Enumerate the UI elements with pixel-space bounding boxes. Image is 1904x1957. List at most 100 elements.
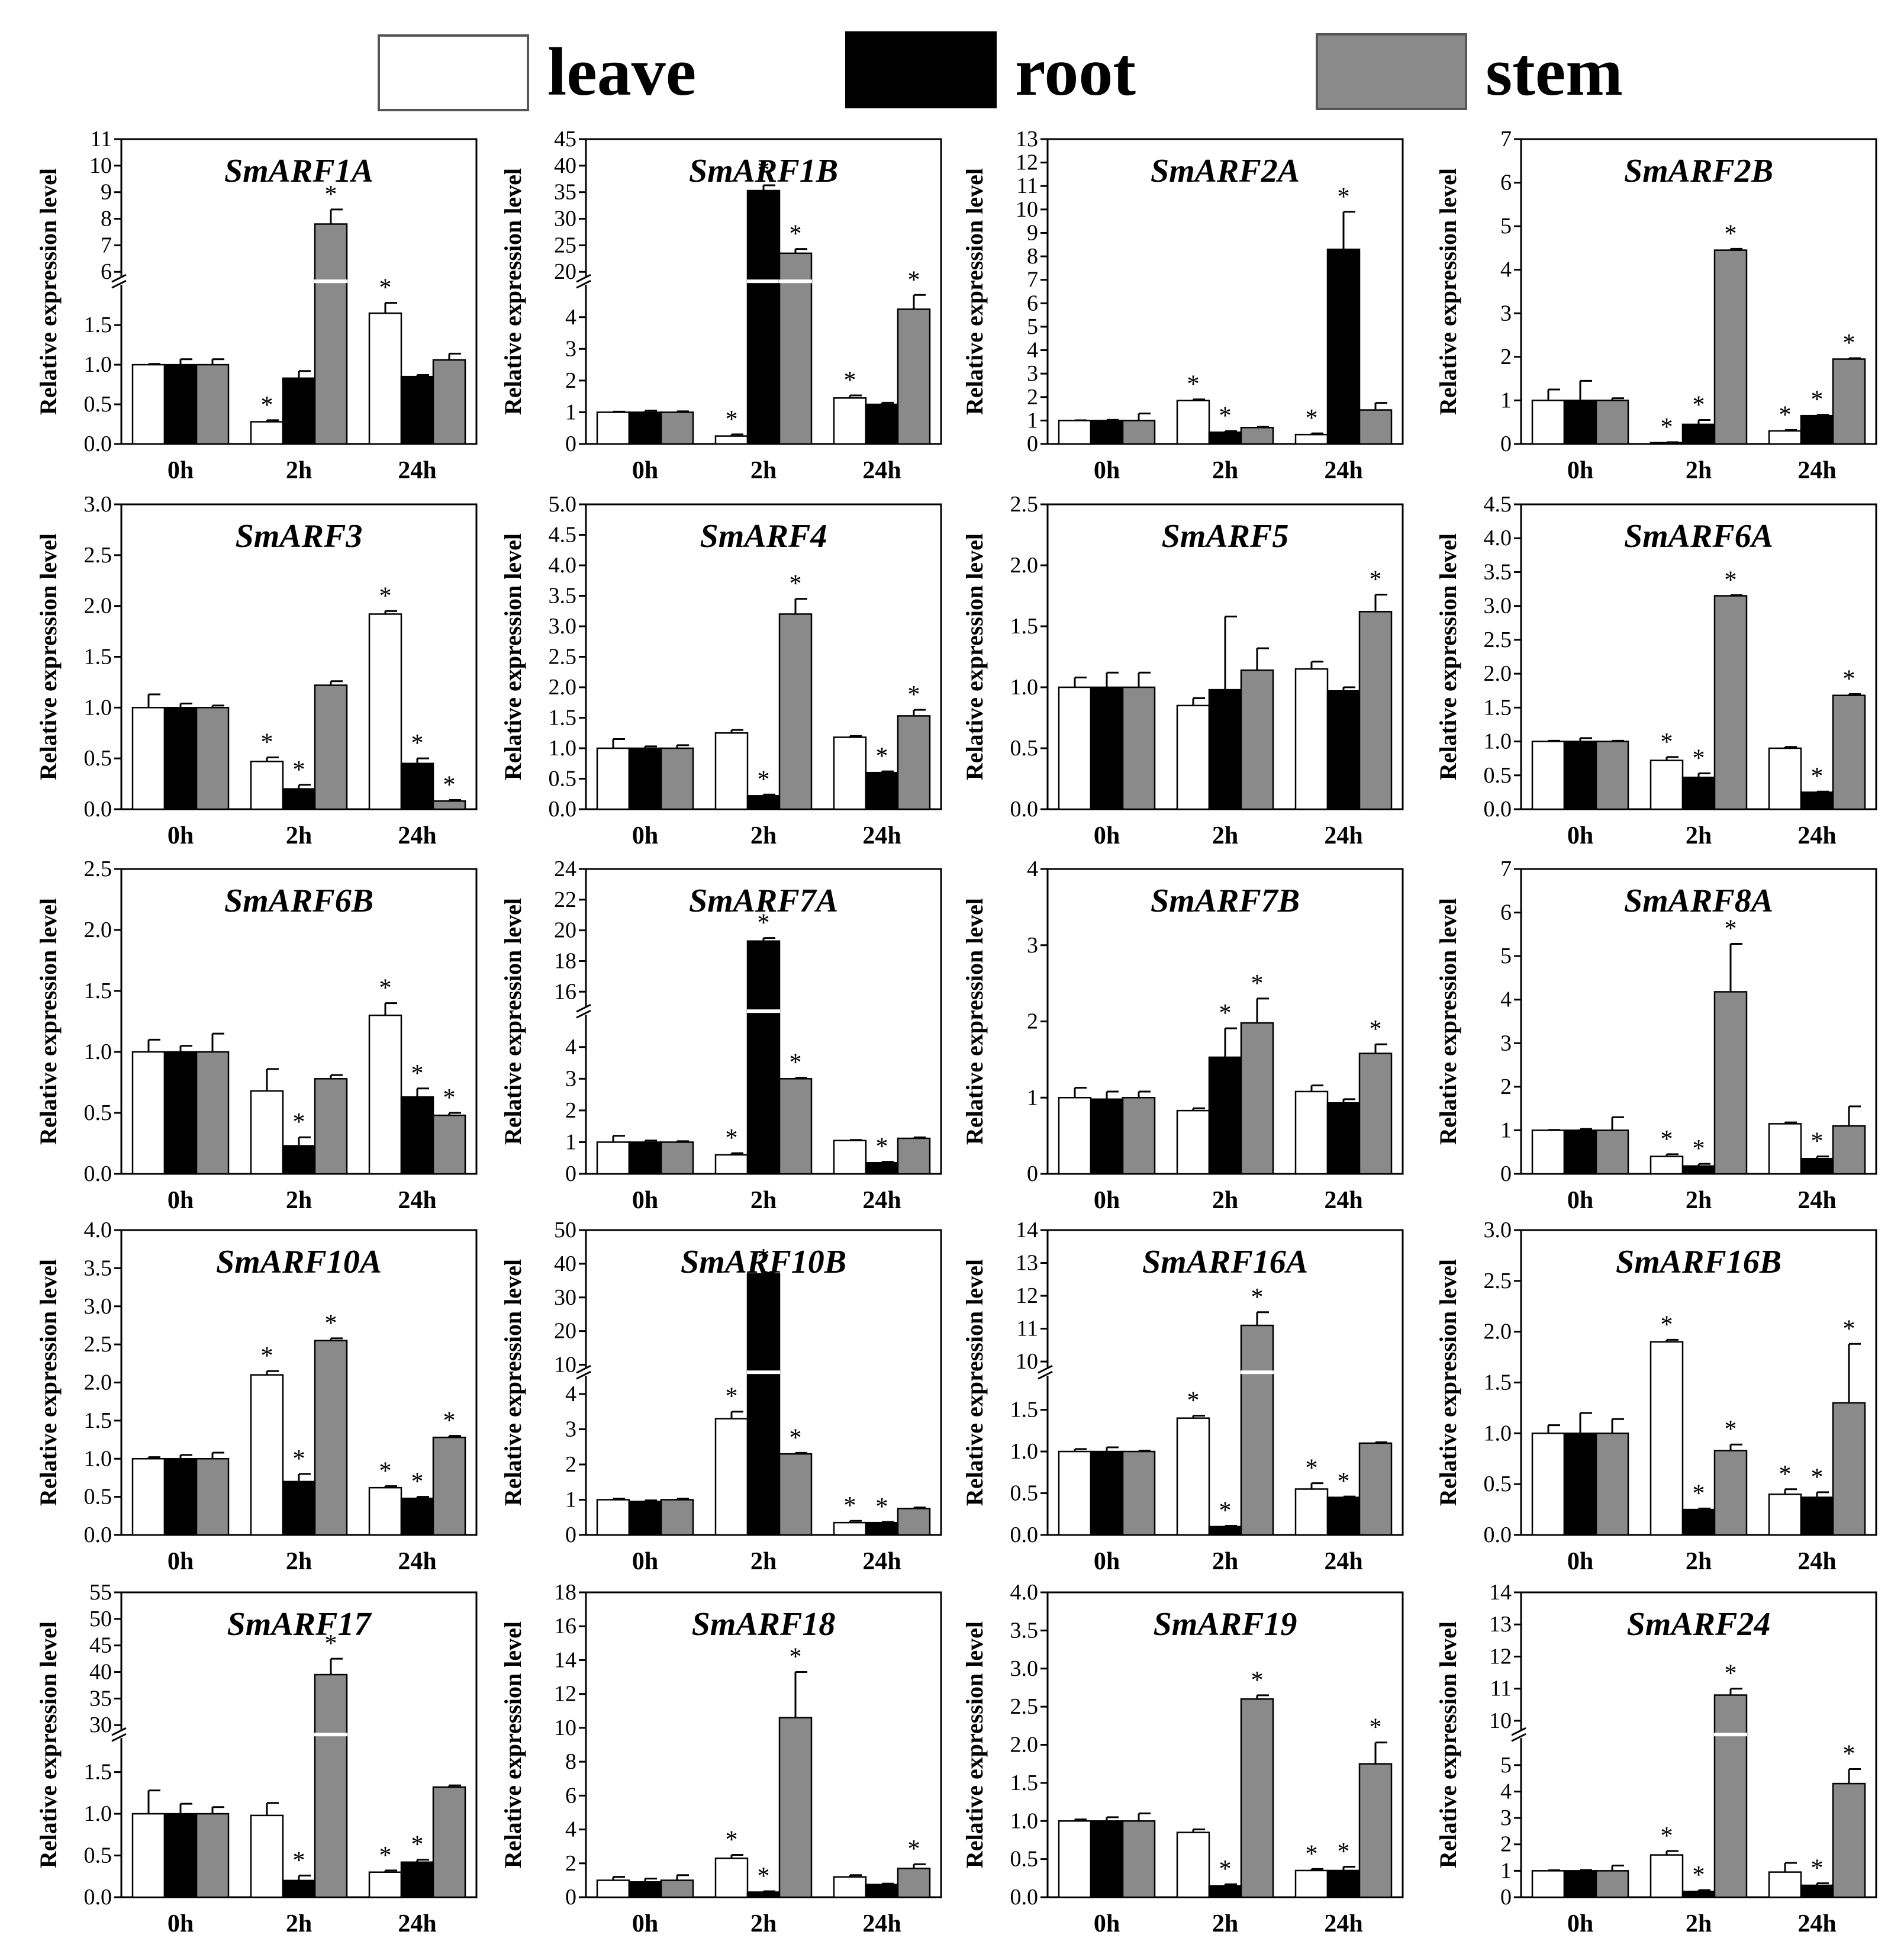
bar-leave-0h (1531, 400, 1565, 445)
chart-title: SmARF2B (1624, 153, 1773, 189)
x-tick-label: 24h (398, 1187, 436, 1214)
bar-root-0h (1563, 1870, 1597, 1898)
significance-star: * (1219, 1856, 1232, 1883)
y-tick-label: 0.5 (1010, 1847, 1039, 1872)
y-tick-label: 5 (1500, 214, 1512, 239)
significance-star: * (1661, 1311, 1673, 1338)
y-tick-label: 55 (89, 1580, 112, 1605)
bar-root-0h (1563, 400, 1597, 445)
y-tick-label: 3.5 (549, 584, 577, 609)
y-tick-label: 18 (554, 1580, 576, 1605)
y-tick-label: 1.0 (1484, 729, 1512, 754)
bar-root-2h (746, 189, 781, 445)
bar-leave-24h (1768, 1494, 1802, 1536)
x-tick-label: 24h (1324, 1187, 1362, 1214)
y-tick-label: 6 (1500, 170, 1512, 195)
bar-stem-24h (1358, 409, 1393, 445)
y-tick-label: 2.0 (1010, 553, 1039, 578)
y-axis-label: Relative expression level (35, 533, 62, 780)
bar-root-0h (628, 1141, 662, 1175)
y-tick-label: 0 (1500, 432, 1512, 456)
y-tick-label: 0 (1027, 1161, 1038, 1186)
significance-star: * (908, 1836, 920, 1863)
significance-star: * (1811, 1128, 1824, 1155)
bar-stem-0h (195, 1458, 230, 1536)
significance-star: * (876, 743, 888, 770)
axis-break-mark (576, 273, 591, 283)
bar-stem-2h (778, 1453, 813, 1536)
bar-stem-24h (432, 359, 466, 445)
significance-star: * (758, 766, 770, 793)
y-tick-label: 4.0 (549, 553, 577, 578)
y-tick-label: 2 (565, 1452, 576, 1477)
x-tick-label: 24h (1324, 822, 1362, 849)
x-tick-label: 2h (286, 1548, 312, 1575)
bar-root-24h (1800, 1884, 1834, 1898)
significance-star: * (1725, 566, 1737, 594)
bar-leave-24h (1294, 1869, 1329, 1898)
x-tick-label: 2h (1212, 1187, 1238, 1214)
y-tick-label: 25 (554, 233, 576, 258)
bar-stem-0h (1122, 1097, 1156, 1175)
y-tick-label: 2.5 (1010, 492, 1039, 517)
y-tick-label: 0 (565, 1885, 576, 1910)
x-tick-label: 24h (398, 1910, 436, 1937)
significance-star: * (325, 181, 337, 208)
y-tick-label: 0.5 (84, 1843, 112, 1868)
x-tick-label: 24h (862, 1187, 901, 1214)
significance-star: * (293, 1847, 305, 1874)
x-tick-label: 0h (1094, 1548, 1120, 1575)
bar-stem-0h (1122, 1450, 1156, 1536)
y-tick-label: 3.5 (84, 1256, 112, 1280)
bar-root-24h (865, 1162, 899, 1175)
bar-leave-0h (131, 363, 166, 445)
x-tick-label: 2h (286, 822, 312, 849)
bar-stem-0h (1595, 741, 1629, 810)
y-tick-label: 45 (554, 127, 576, 152)
y-tick-label: 1.0 (1484, 1421, 1512, 1446)
bar-stem-2h (778, 252, 813, 445)
y-tick-label: 30 (554, 207, 576, 231)
bar-leave-2h (714, 1857, 749, 1898)
bar-root-24h (865, 403, 899, 445)
x-tick-label: 2h (750, 457, 777, 484)
bar-root-24h (400, 1497, 434, 1536)
bar-root-24h (1800, 1496, 1834, 1536)
y-axis-label: Relative expression level (1435, 1621, 1461, 1868)
y-tick-label: 10 (554, 1715, 576, 1740)
bar-stem-24h (1832, 1782, 1866, 1898)
bar-root-0h (1090, 420, 1124, 445)
y-tick-label: 2 (565, 1098, 576, 1123)
y-tick-label: 2 (1500, 345, 1512, 369)
significance-star: * (1693, 392, 1705, 419)
y-tick-label: 0.5 (84, 392, 112, 417)
bar-stem-2h (778, 613, 813, 810)
bar-root-24h (1326, 248, 1361, 445)
bar-root-24h (400, 1861, 434, 1898)
y-tick-label: 2.5 (1484, 1269, 1512, 1293)
axis-break-mark (1038, 1370, 1053, 1380)
y-tick-label: 3 (1500, 1805, 1512, 1830)
bar-leave-0h (596, 1879, 630, 1898)
bar-leave-24h (1768, 1871, 1802, 1898)
y-tick-label: 3 (565, 1417, 576, 1441)
y-tick-label: 0 (565, 1523, 576, 1547)
bar-root-0h (628, 411, 662, 445)
y-tick-label: 3 (565, 336, 576, 361)
significance-star: * (790, 1424, 802, 1451)
y-tick-label: 2 (1027, 385, 1038, 410)
significance-star: * (1843, 1315, 1855, 1343)
panel-smarf4: SmARF4 0.0 0.5 1.0 1.5 2.0 2.5 3.0 3.5 4.0 4.5 5.0 R… (500, 492, 942, 849)
bar-root-24h (1800, 791, 1834, 810)
x-tick-label: 24h (1324, 1548, 1362, 1575)
bar-root-0h (1090, 1450, 1124, 1536)
chart-title: SmARF10A (216, 1244, 382, 1280)
y-tick-label: 8 (101, 207, 112, 231)
y-tick-label: 4.0 (84, 1218, 112, 1243)
significance-star: * (1811, 387, 1824, 414)
significance-star: * (1725, 916, 1737, 943)
bar-root-2h (1208, 431, 1242, 445)
bar-root-24h (1326, 1102, 1361, 1175)
bar-stem-0h (1595, 400, 1629, 445)
